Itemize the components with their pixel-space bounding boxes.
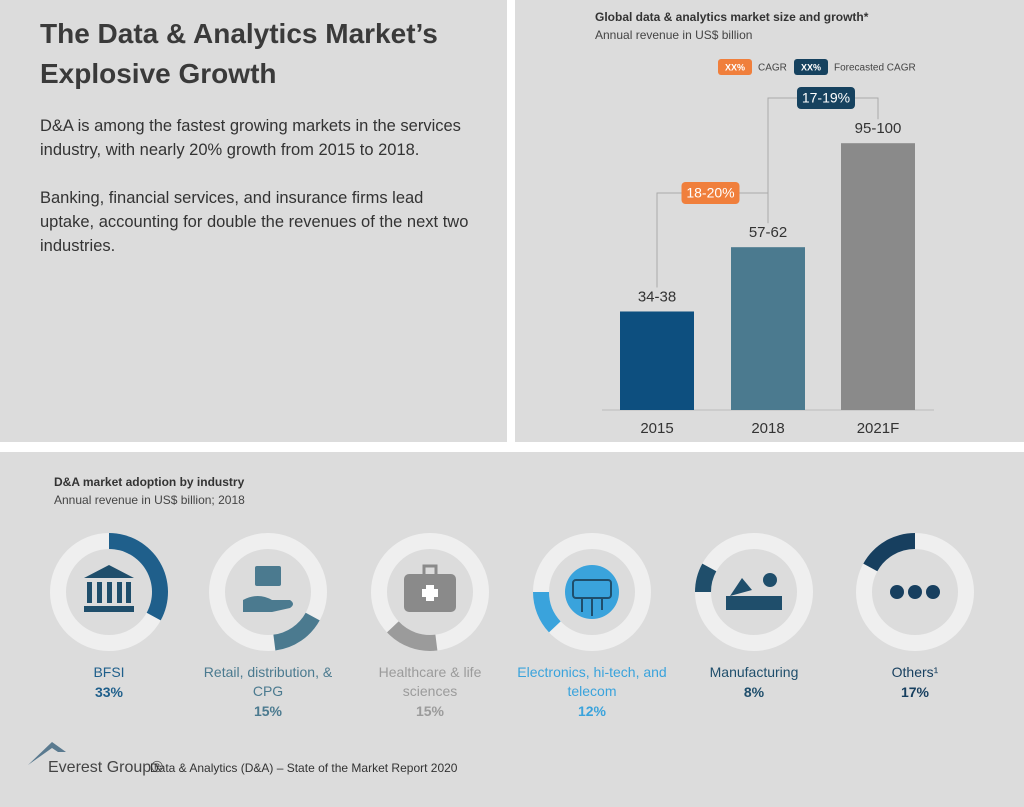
value-label: 34-38: [638, 288, 676, 305]
logo-mark: [28, 742, 66, 765]
category-label: BFSI: [93, 664, 125, 680]
donut-segment: [273, 612, 320, 651]
brand: Everest Group®: [48, 759, 163, 776]
icon: [565, 565, 619, 619]
legend-swatch-label: XX%: [801, 62, 821, 72]
icon: [117, 582, 122, 603]
icon: [87, 582, 92, 603]
x-tick-label: 2021F: [857, 420, 900, 437]
legend-label: Forecasted CAGR: [834, 63, 916, 74]
bar: [841, 143, 915, 411]
annotation-box: [681, 182, 740, 204]
icon: [97, 582, 102, 603]
bar: [731, 247, 805, 410]
value-label: 17%: [900, 684, 930, 700]
x-tick-label: 2018: [751, 420, 784, 437]
value-label: 15%: [415, 703, 445, 719]
icon: [422, 585, 438, 601]
icon: [126, 582, 131, 603]
bar: [620, 311, 694, 410]
donut-segment: [533, 592, 561, 633]
chart-subtitle: Annual revenue in US$ billion: [595, 28, 753, 42]
icon: [726, 596, 782, 610]
paragraph: D&A is among the fastest growing markets…: [40, 117, 461, 159]
category-label: Healthcare & life sciences: [378, 664, 482, 699]
category-label: Electronics, hi-tech, and telecom: [517, 664, 667, 699]
page-title: The Data & Analytics Market’s Explosive …: [40, 18, 438, 89]
icon: [908, 585, 922, 599]
icon: [107, 582, 112, 603]
donut-panel: [0, 452, 1024, 807]
icon: [84, 565, 134, 612]
donut-track: [209, 533, 327, 651]
donut-segment: [386, 621, 438, 652]
donut-segment: [109, 533, 168, 621]
paragraph: Banking, financial services, and insuran…: [40, 189, 469, 255]
icon: [763, 573, 777, 587]
legend-swatch-label: XX%: [725, 62, 745, 72]
icon: [422, 564, 438, 574]
icon: [926, 585, 940, 599]
value-label: 33%: [94, 684, 124, 700]
legend-label: CAGR: [758, 63, 787, 74]
category-label: Retail, distribution, & CPG: [203, 664, 333, 699]
intro-panel: [0, 0, 507, 442]
donut-track: [695, 533, 813, 651]
icon: [255, 566, 281, 586]
value-label: 8%: [743, 684, 765, 700]
annotation: 18-20%: [686, 185, 734, 201]
value-label: 95-100: [855, 120, 902, 137]
value-label: 12%: [577, 703, 607, 719]
value-label: 57-62: [749, 224, 787, 241]
category-label: Manufacturing: [709, 664, 799, 680]
donut-segment: [863, 533, 915, 572]
annotation-box: [797, 87, 855, 109]
report-name: Data & Analytics (D&A) – State of the Ma…: [150, 761, 458, 775]
x-tick-label: 2015: [640, 420, 673, 437]
chart-title: D&A market adoption by industry: [54, 475, 245, 489]
donut-segment: [695, 563, 717, 592]
legend-swatch: [718, 59, 752, 75]
value-label: 15%: [253, 703, 283, 719]
chart-subtitle: Annual revenue in US$ billion; 2018: [54, 493, 245, 507]
icon: [890, 585, 904, 599]
annotation: 17-19%: [802, 90, 850, 106]
icon: [730, 578, 752, 596]
icon: [581, 598, 603, 616]
legend-swatch: [794, 59, 828, 75]
category-label: Others¹: [891, 664, 939, 680]
icon: [243, 596, 293, 612]
chart-title: Global data & analytics market size and …: [595, 10, 869, 24]
